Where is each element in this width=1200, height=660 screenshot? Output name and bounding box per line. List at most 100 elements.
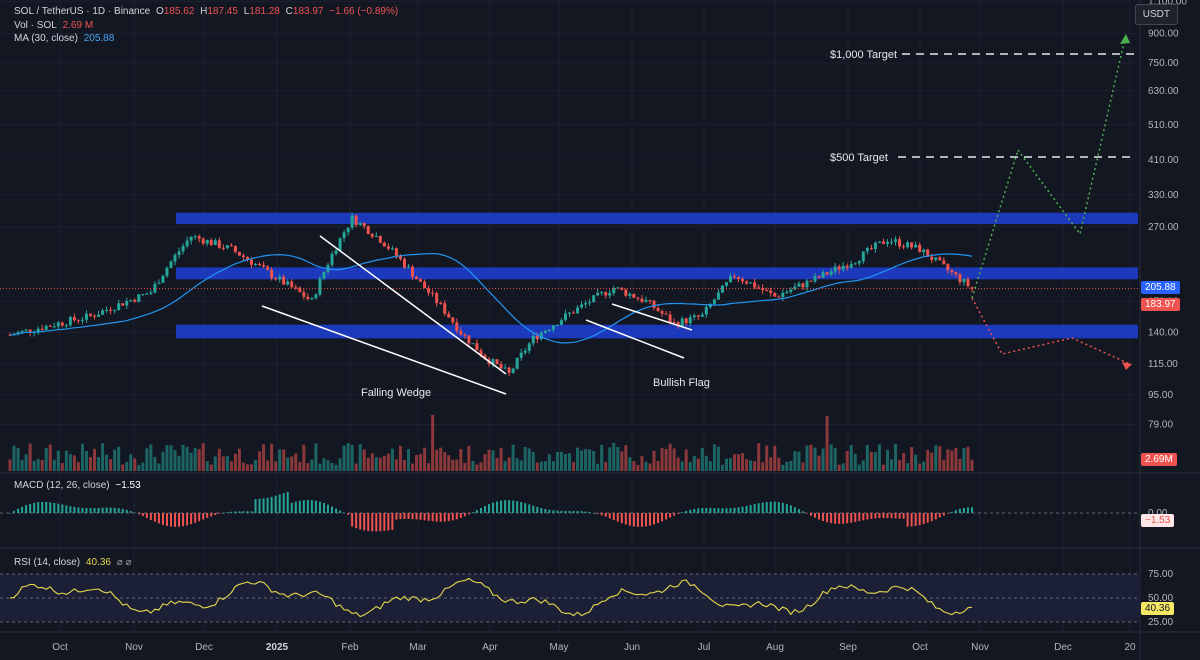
macd-bar (564, 510, 567, 513)
macd-bar (544, 508, 547, 513)
macd-bar (165, 513, 168, 526)
macd-bar (628, 513, 631, 526)
candle-body (181, 245, 185, 252)
volume-bar (278, 449, 282, 471)
volume-bar (72, 455, 76, 471)
candle-body (209, 240, 213, 246)
time-tick-label: May (550, 642, 569, 653)
macd-bar (532, 505, 535, 513)
volume-bar (797, 451, 801, 471)
candle-body (664, 313, 668, 315)
candle-body (117, 303, 121, 311)
volume-bar (270, 443, 274, 471)
volume-bar (40, 459, 44, 471)
candle-body (757, 287, 761, 289)
candle-body (680, 318, 684, 327)
macd-bar (53, 502, 56, 513)
macd-bar (322, 502, 325, 513)
candle-body (145, 293, 149, 295)
time-tick-label: Jul (698, 642, 711, 653)
macd-badge: −1.53 (1141, 514, 1175, 527)
candle-body (101, 310, 105, 315)
candle-body (382, 242, 386, 247)
candle-body (221, 247, 225, 249)
candle-body (406, 266, 410, 268)
candle-body (926, 249, 930, 257)
candle-body (109, 309, 113, 311)
candle-body (865, 248, 869, 252)
macd-bar (858, 513, 861, 522)
candle-body (970, 287, 974, 289)
macd-bar (648, 513, 651, 526)
macd-bar (906, 513, 909, 527)
candle-body (773, 292, 777, 297)
volume-bar (970, 459, 974, 471)
rsi-visibility-icons[interactable]: ⌀ ⌀ (116, 557, 132, 568)
volume-bar (406, 448, 410, 471)
candle-body (539, 332, 543, 340)
macd-bar (339, 510, 342, 513)
volume-bar (229, 461, 233, 471)
candle-body (753, 282, 757, 288)
macd-bar (113, 507, 116, 513)
candle-body (398, 255, 402, 259)
candle-body (342, 232, 346, 239)
macd-bar (234, 511, 237, 513)
macd-bar (737, 507, 740, 513)
macd-bar (57, 503, 60, 513)
candle-body (378, 235, 382, 243)
volume-bar (934, 445, 938, 471)
candle-body (894, 239, 898, 242)
macd-bar (73, 506, 76, 513)
volume-badge: 2.69M (1141, 453, 1177, 466)
volume-bar (789, 460, 793, 471)
macd-bar (194, 513, 197, 523)
volume-bar (169, 445, 173, 471)
currency-button[interactable]: USDT (1134, 4, 1178, 25)
macd-bar (286, 491, 289, 513)
candle-body (793, 286, 797, 290)
candle-body (873, 242, 877, 250)
candle-body (845, 265, 849, 268)
volume-bar (495, 457, 499, 471)
macd-bar (842, 513, 845, 524)
volume-bar (185, 446, 189, 471)
macd-bar (190, 513, 193, 525)
candle-body (157, 282, 161, 284)
candle-body (294, 287, 298, 289)
macd-bar (814, 513, 817, 518)
candle-body (443, 303, 447, 314)
candle-body (334, 250, 338, 254)
macd-bar (830, 513, 833, 524)
volume-bar (105, 454, 109, 471)
macd-bar (946, 513, 949, 514)
volume-bar (712, 444, 716, 471)
macd-label: MACD (12, 26, close) (14, 480, 110, 491)
macd-bar (379, 513, 382, 532)
candle-body (105, 309, 109, 311)
macd-bar (431, 513, 434, 522)
macd-bar (463, 513, 466, 517)
volume-bar (515, 458, 519, 471)
candle-body (644, 300, 648, 302)
macd-bar (41, 501, 44, 513)
candle-body (201, 238, 205, 244)
volume-bar (801, 462, 805, 471)
volume-bar (761, 462, 765, 471)
candle-body (173, 255, 177, 262)
macd-bar (145, 513, 148, 519)
volume-bar (889, 459, 893, 471)
volume-bar (781, 464, 785, 471)
bullish-flag-label: Bullish Flag (653, 377, 710, 389)
candle-body (169, 261, 173, 268)
candle-body (910, 242, 914, 248)
candle-body (648, 300, 652, 302)
volume-bar (950, 450, 954, 471)
macd-bar (137, 513, 140, 515)
macd-bar (826, 513, 829, 523)
macd-bar (793, 507, 796, 513)
volume-bar (543, 461, 547, 471)
macd-bar (371, 513, 374, 532)
volume-bar (616, 447, 620, 471)
